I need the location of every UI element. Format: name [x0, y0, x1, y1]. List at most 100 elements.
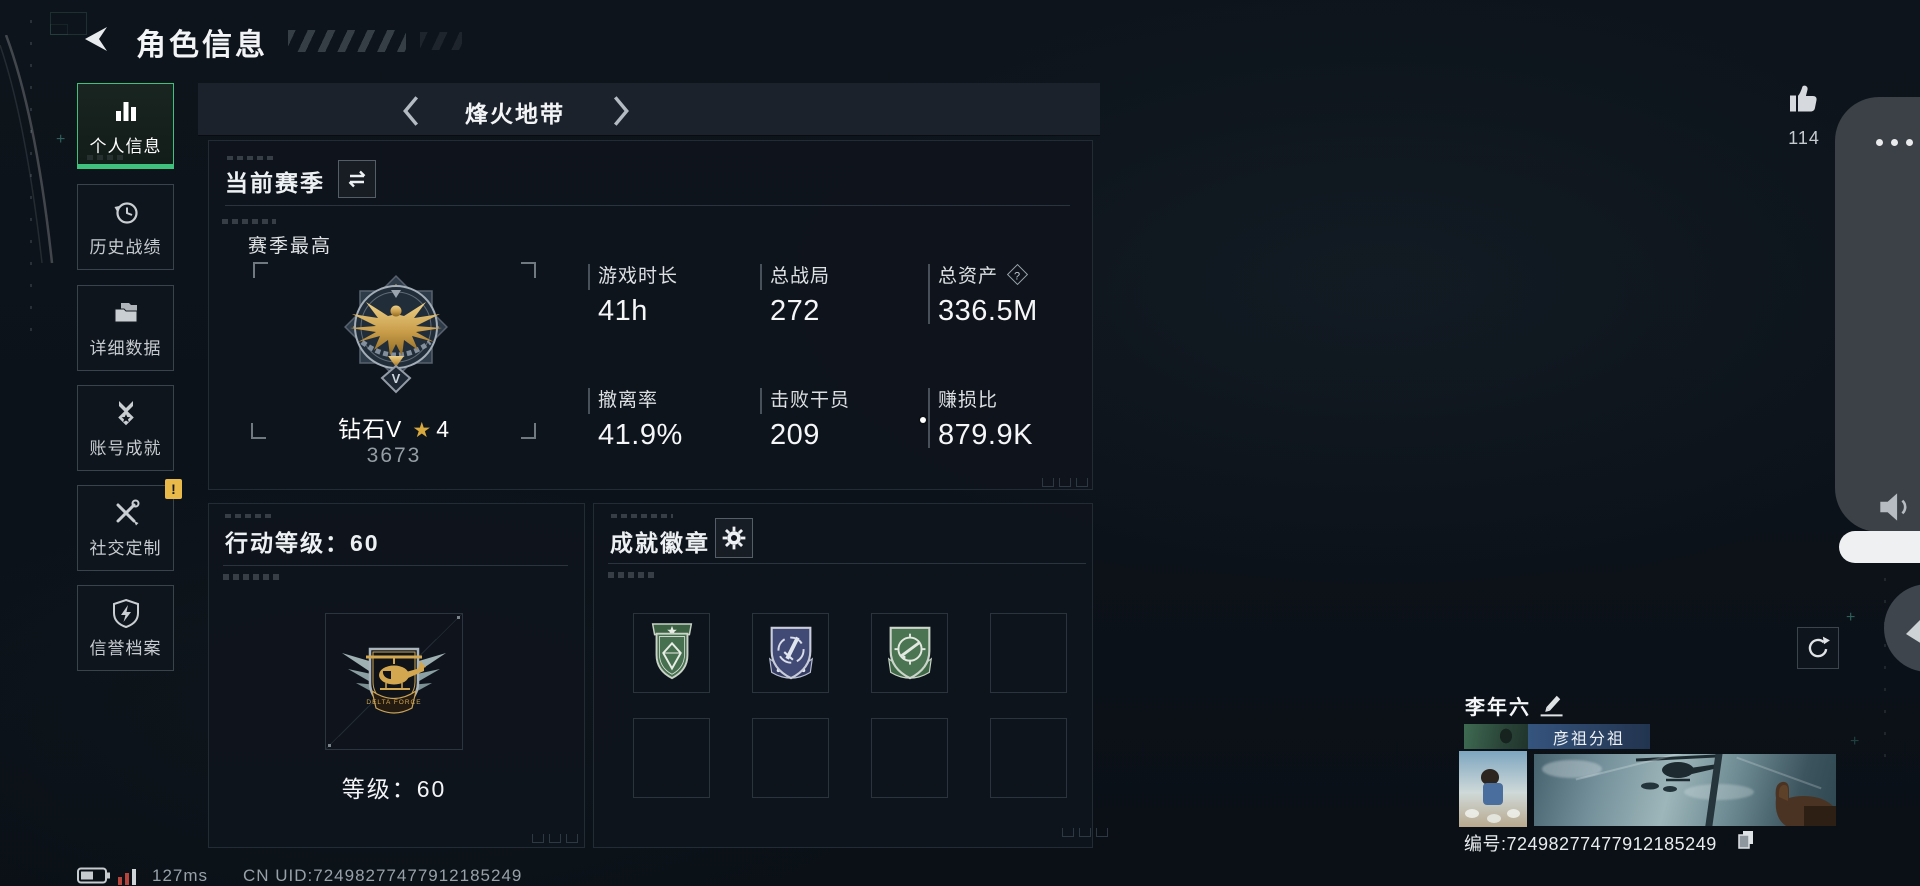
stat-profit-loss: 赚损比 879.9K — [928, 385, 1098, 452]
svg-text:V: V — [392, 371, 401, 386]
rank-star-count: 4 — [436, 416, 450, 442]
clan-name: 彦祖分祖 — [1528, 724, 1650, 749]
battery-icon — [77, 867, 110, 884]
swap-arrows-icon — [348, 170, 366, 188]
page-title: 角色信息 — [136, 29, 268, 62]
green-rifle-shield-badge — [887, 626, 932, 680]
badge-slot[interactable] — [752, 613, 829, 693]
ruler-decoration — [1884, 556, 1886, 771]
mode-switcher-bar — [198, 83, 1100, 135]
alert-badge: ! — [165, 479, 182, 499]
clan-banner-image — [1464, 724, 1528, 749]
signal-bars-icon — [118, 867, 140, 885]
copy-icon[interactable] — [1736, 829, 1756, 849]
panel-corner-decoration — [1062, 828, 1108, 837]
micro-text-decoration — [611, 514, 673, 518]
refresh-button[interactable] — [1797, 627, 1839, 669]
badge-slot-empty[interactable] — [990, 718, 1067, 798]
panel-corner-decoration — [532, 834, 578, 843]
hidden-glyph-icon — [1906, 620, 1920, 643]
title-hatch-decoration — [288, 30, 406, 52]
sidebar-item-label: 账号成就 — [89, 438, 162, 458]
history-clock-icon — [114, 201, 138, 224]
badge-slot[interactable] — [633, 613, 710, 693]
player-avatar — [1459, 751, 1527, 827]
stat-operators-defeated: 击败干员 209 — [760, 385, 930, 452]
chevron-right-icon[interactable] — [612, 95, 630, 127]
action-level-title: 行动等级：60 — [225, 530, 380, 556]
rank-star-icon: ★ — [412, 419, 433, 442]
level-label: 等级：60 — [341, 776, 447, 802]
micro-text-decoration — [223, 574, 279, 580]
rank-name: 钻石V ★ 4 — [338, 416, 450, 442]
mouse-cursor — [920, 417, 926, 423]
badge-slot[interactable] — [871, 613, 948, 693]
stat-total-assets: 总资产 ? 336.5M — [928, 261, 1098, 328]
badge-slot-empty[interactable] — [990, 613, 1067, 693]
panel-corner-decoration — [1042, 478, 1088, 487]
refresh-icon — [1808, 636, 1830, 658]
season-panel-title: 当前赛季 — [225, 170, 325, 196]
badges-settings-button[interactable] — [715, 518, 753, 558]
frame-bracket — [253, 262, 268, 278]
sidebar-item-account-achievements[interactable]: 账号成就 — [77, 385, 174, 471]
likes-count: 114 — [1788, 128, 1820, 148]
player-uid: 编号:72498277477912185249 — [1464, 834, 1717, 854]
chevron-left-icon[interactable] — [402, 95, 420, 127]
micro-text-decoration — [227, 156, 273, 160]
floating-side-panel — [1835, 97, 1920, 532]
showcase-image — [1534, 754, 1836, 826]
cross-decoration: + — [1850, 733, 1860, 750]
sidebar-item-history[interactable]: 历史战绩 — [77, 184, 174, 270]
back-arrow-icon[interactable] — [80, 24, 110, 54]
stat-playtime: 游戏时长 41h — [588, 261, 758, 328]
panel-handle[interactable] — [1839, 531, 1920, 563]
sidebar-item-detailed-data[interactable]: 详细数据 — [77, 285, 174, 371]
sidebar-item-social-custom[interactable]: 社交定制 — [77, 485, 174, 571]
thumbs-up-icon[interactable] — [1785, 81, 1825, 118]
frame-bracket — [251, 423, 266, 439]
ping-value: 127ms — [152, 866, 209, 885]
clan-banner: 彦祖分祖 — [1464, 724, 1650, 749]
edge-circle-button[interactable] — [1884, 584, 1920, 672]
gear-icon — [722, 526, 746, 550]
sidebar-item-label: 详细数据 — [89, 338, 162, 358]
speaker-icon[interactable] — [1874, 486, 1916, 528]
more-options-button[interactable] — [1868, 133, 1913, 151]
frame-bracket — [521, 262, 536, 278]
shield-bolt-icon — [112, 598, 139, 628]
frame-bracket — [521, 423, 536, 439]
badge-slot-empty[interactable] — [752, 718, 829, 798]
help-icon[interactable]: ? — [1006, 263, 1029, 286]
ruler-decoration — [30, 20, 32, 350]
badge-slot-empty[interactable] — [633, 718, 710, 798]
navy-dagger-shield-badge — [768, 626, 813, 680]
corner-arc-decoration — [0, 35, 54, 264]
sidebar-item-personal-info[interactable]: 个人信息 — [77, 83, 174, 169]
badges-panel-title: 成就徽章 — [610, 530, 710, 556]
bar-chart-icon — [115, 101, 136, 121]
stat-extraction-rate: 撤离率 41.9% — [588, 385, 758, 452]
sidebar-item-reputation[interactable]: 信誉档案 — [77, 585, 174, 671]
stat-total-matches: 总战局 272 — [760, 261, 930, 328]
season-swap-button[interactable] — [338, 160, 376, 198]
divider — [225, 205, 1070, 206]
divider — [223, 565, 568, 566]
season-best-label: 赛季最高 — [248, 236, 333, 257]
tools-icon — [116, 499, 139, 525]
mode-title: 烽火地带 — [465, 101, 565, 127]
server-uid: CN UID:72498277477912185249 — [243, 866, 523, 885]
badge-slot-empty[interactable] — [871, 718, 948, 798]
cross-decoration: + — [1846, 609, 1856, 626]
micro-text-decoration — [87, 155, 123, 160]
pencil-edit-icon[interactable] — [1536, 692, 1566, 718]
sidebar-item-label: 历史战绩 — [89, 237, 162, 257]
player-name: 李年六 — [1465, 697, 1531, 719]
divider — [608, 563, 1086, 564]
rank-points: 3673 — [366, 444, 422, 467]
sidebar-item-label: 个人信息 — [89, 136, 162, 156]
micro-text-decoration — [222, 219, 276, 224]
svg-text:DELTA FORCE: DELTA FORCE — [366, 699, 421, 706]
thumbs-up-glove — [1775, 781, 1836, 826]
